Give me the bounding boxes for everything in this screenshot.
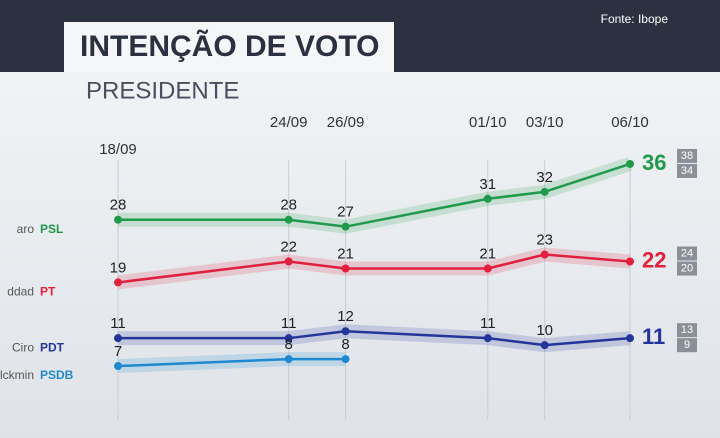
x-tick-label: 26/09 xyxy=(327,114,365,131)
margin-box xyxy=(677,246,697,261)
series-line xyxy=(118,162,631,228)
margin-label: 34 xyxy=(681,165,693,177)
point xyxy=(341,355,350,364)
series-name: aro xyxy=(17,222,35,236)
value-label: 27 xyxy=(337,204,354,221)
chart-title: INTENÇÃO DE VOTO xyxy=(80,29,379,63)
series-name: Ciro xyxy=(12,340,34,354)
point xyxy=(540,341,549,350)
point xyxy=(114,334,122,343)
value-label: 10 xyxy=(536,322,553,339)
margin-box xyxy=(677,148,697,163)
margin-box xyxy=(677,323,697,338)
series-line xyxy=(118,329,631,347)
x-tick-label: 03/10 xyxy=(526,114,564,131)
value-label: 8 xyxy=(284,336,292,353)
value-label: 7 xyxy=(114,343,122,360)
point xyxy=(284,355,293,364)
point xyxy=(341,327,350,336)
margin-label: 20 xyxy=(681,262,693,274)
value-label: 11 xyxy=(281,315,297,332)
point xyxy=(626,159,634,168)
value-label: 28 xyxy=(110,197,127,214)
series-party: PDT xyxy=(40,340,65,354)
margin-label: 24 xyxy=(681,247,693,259)
x-tick-label: 06/10 xyxy=(611,114,649,131)
value-label: 31 xyxy=(479,176,496,193)
point xyxy=(483,264,492,273)
series-party: PT xyxy=(40,285,56,299)
series-name: Alckmin xyxy=(0,368,34,382)
value-label: 11 xyxy=(110,315,126,332)
point xyxy=(626,334,634,343)
margin-box xyxy=(677,261,697,276)
series-party: PSDB xyxy=(40,368,74,382)
point xyxy=(483,194,492,203)
value-label: 11 xyxy=(480,315,496,332)
point xyxy=(341,264,350,273)
value-label: 22 xyxy=(642,247,666,272)
x-tick-label: 24/09 xyxy=(270,114,308,131)
value-label: 21 xyxy=(337,245,354,262)
series-party: PSL xyxy=(40,222,63,236)
value-label: 11 xyxy=(642,324,665,349)
margin-label: 9 xyxy=(684,339,690,351)
point xyxy=(114,362,122,371)
title-box xyxy=(64,22,394,72)
point xyxy=(284,215,293,224)
value-label: 21 xyxy=(479,245,496,262)
series-line xyxy=(117,253,631,284)
value-label: 23 xyxy=(536,232,553,249)
point xyxy=(114,215,122,224)
point xyxy=(540,187,549,196)
point xyxy=(114,278,122,287)
x-tick-label: 01/10 xyxy=(469,114,507,131)
point xyxy=(540,250,549,259)
value-label: 28 xyxy=(280,197,297,214)
source: Fonte: Ibope xyxy=(601,12,669,26)
value-label: 36 xyxy=(642,150,666,175)
value-label: 8 xyxy=(341,336,349,353)
margin-box xyxy=(677,338,697,353)
margin-label: 13 xyxy=(681,324,693,336)
point xyxy=(483,334,492,343)
series-name: ddad xyxy=(7,285,34,299)
margin-box xyxy=(677,163,697,178)
x-tick-label: 18/09 xyxy=(99,141,137,158)
point xyxy=(284,334,293,343)
value-label: 19 xyxy=(110,259,127,276)
point xyxy=(341,222,350,231)
point xyxy=(626,257,634,266)
value-label: 12 xyxy=(337,308,354,325)
chart-subtitle: PRESIDENTE xyxy=(86,77,239,104)
point xyxy=(284,257,293,266)
value-label: 22 xyxy=(280,238,297,255)
value-label: 32 xyxy=(536,169,553,186)
margin-label: 38 xyxy=(681,150,693,162)
